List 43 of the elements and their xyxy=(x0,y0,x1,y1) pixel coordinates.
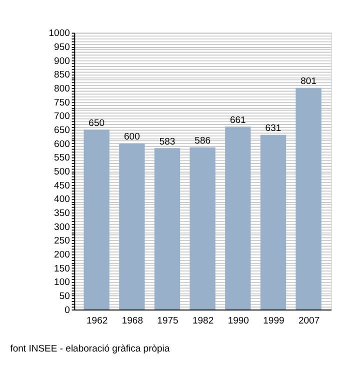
data-label: 600 xyxy=(124,132,140,143)
y-tick-label: 800 xyxy=(54,83,70,94)
y-tick-label: 0 xyxy=(64,304,70,316)
data-label: 586 xyxy=(194,136,211,147)
bar xyxy=(260,134,286,310)
y-tick-label: 200 xyxy=(54,249,70,260)
y-tick-label: 900 xyxy=(54,56,70,67)
data-label: 661 xyxy=(230,114,246,126)
y-tick-label: 50 xyxy=(59,291,70,302)
y-tick-label: 850 xyxy=(54,70,70,81)
y-tick-label: 100 xyxy=(54,277,70,288)
y-tick-label: 450 xyxy=(54,180,70,192)
bar xyxy=(154,148,180,310)
y-tick-label: 150 xyxy=(54,263,70,274)
bar xyxy=(84,130,110,310)
y-tick-label: 950 xyxy=(54,42,70,53)
bar xyxy=(190,147,216,310)
data-label: 631 xyxy=(265,123,282,134)
y-tick-label: 350 xyxy=(54,208,70,219)
bar xyxy=(225,126,251,310)
x-tick-label: 1975 xyxy=(157,315,178,326)
x-tick-label: 1999 xyxy=(263,315,284,326)
y-tick-label: 750 xyxy=(54,97,70,108)
y-tick-label: 400 xyxy=(54,194,70,206)
text: font INSEE - elaboració gràfica pròpia xyxy=(10,343,170,354)
y-tick-label: 600 xyxy=(54,138,70,150)
data-label: 650 xyxy=(88,118,105,129)
x-tick-label: 1982 xyxy=(192,315,214,326)
y-tick-label: 700 xyxy=(54,111,70,122)
bar xyxy=(119,143,145,310)
y-tick-label: 650 xyxy=(54,124,70,136)
x-tick-label: 1962 xyxy=(86,315,108,326)
data-label: 801 xyxy=(300,76,316,88)
x-tick-label: 1968 xyxy=(122,315,143,326)
x-tick-label: 2007 xyxy=(298,315,320,326)
y-tick-label: 1000 xyxy=(48,28,70,40)
y-tick-label: 550 xyxy=(54,152,70,164)
bar xyxy=(296,88,322,310)
y-tick-label: 500 xyxy=(54,166,70,178)
y-tick-label: 250 xyxy=(54,236,70,247)
y-tick-label: 300 xyxy=(54,222,70,233)
x-tick-label: 1990 xyxy=(228,315,249,326)
data-label: 583 xyxy=(159,136,176,148)
